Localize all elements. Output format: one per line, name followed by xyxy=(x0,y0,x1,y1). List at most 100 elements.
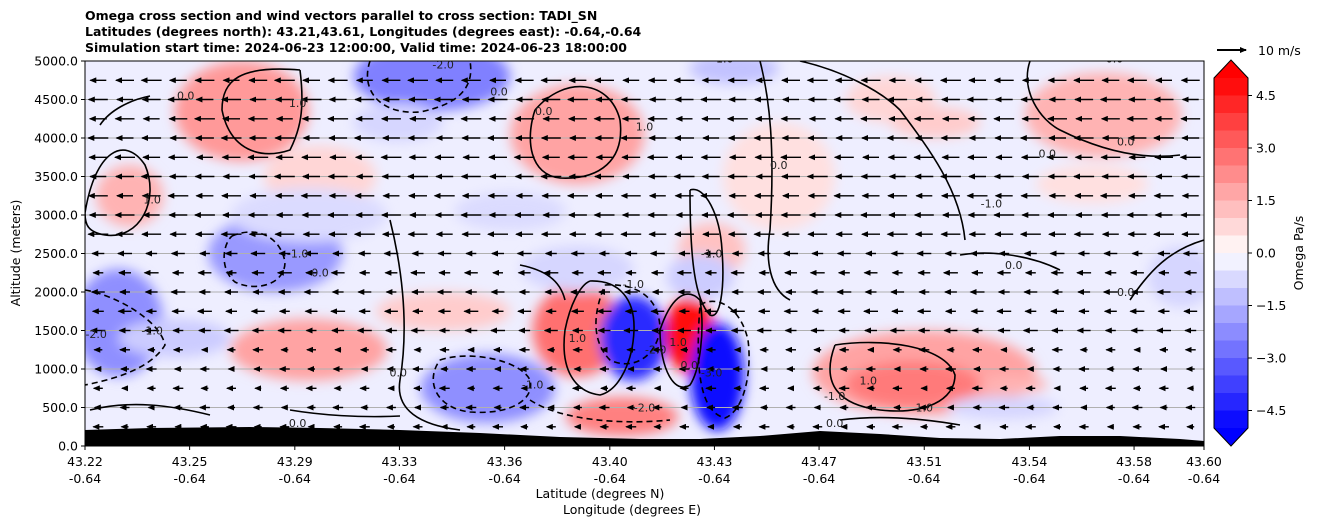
contour-line xyxy=(659,293,703,388)
colorbar-tick-label: 4.5 xyxy=(1256,88,1276,103)
contour-label: -1.0 xyxy=(712,53,733,66)
colorbar-segment xyxy=(1214,78,1248,97)
colorbar-segment xyxy=(1214,253,1248,272)
omega-cell xyxy=(890,107,981,138)
colorbar-extend-low xyxy=(1214,428,1248,446)
colorbar-segment xyxy=(1214,95,1248,114)
contour-label: 1.0 xyxy=(669,336,687,349)
omega-cell xyxy=(1025,72,1182,158)
x-tick-label-lon: -0.64 xyxy=(594,471,626,486)
contour-label: -1.0 xyxy=(141,324,162,337)
contour-label: 0.0 xyxy=(177,90,195,103)
y-axis-label: Altitude (meters) xyxy=(8,200,23,307)
contour-line xyxy=(959,252,1061,271)
contour-label: -1.0 xyxy=(981,197,1002,210)
x-axis: 43.22 -0.64 43.25 -0.64 43.29 -0.64 43.33 -0.64… xyxy=(67,446,1222,486)
chart-title: Omega cross section and wind vectors par… xyxy=(85,8,641,56)
omega-cell xyxy=(689,61,779,85)
x-tick-label-lon: -0.64 xyxy=(279,471,311,486)
title-line-2: Latitudes (degrees north): 43.21,43.61, … xyxy=(85,24,642,39)
omega-cell xyxy=(666,253,735,300)
omega-cell xyxy=(980,375,1048,394)
terrain xyxy=(85,427,1204,446)
colorbar-tick-label: −1.5 xyxy=(1256,298,1286,313)
colorbar-frame xyxy=(1213,59,1249,447)
contour-label: 1.0 xyxy=(569,332,587,345)
x-tick-label-lon: -0.64 xyxy=(698,471,730,486)
contour-line xyxy=(366,61,472,113)
contour-label: 0.0 xyxy=(490,86,508,99)
y-tick-label: 2500.0 xyxy=(34,246,78,261)
x-tick-label-lat: 43.36 xyxy=(487,454,523,469)
contour-label: 1.0 xyxy=(143,193,161,206)
contour-line xyxy=(85,289,166,386)
y-tick-label: 2000.0 xyxy=(34,285,78,300)
x-tick-label-lat: 43.29 xyxy=(277,454,313,469)
omega-cell xyxy=(1148,245,1204,308)
colorbar-label: Omega Pa/s xyxy=(1291,216,1306,291)
colorbar: 4.5 3.0 1.5 0.0 −1.5 −3.0 −4.5 xyxy=(1213,59,1286,447)
contour-label: 0.0 xyxy=(1106,53,1124,66)
contour-label: -1.0 xyxy=(623,278,644,291)
contour-label: 1.0 xyxy=(289,97,307,110)
contour-line xyxy=(289,409,401,418)
contour-label: 1.0 xyxy=(860,374,878,387)
omega-cell xyxy=(353,61,511,111)
colorbar-segment xyxy=(1214,183,1248,202)
x-tick-label-lon: -0.64 xyxy=(173,471,205,486)
colorbar-segment xyxy=(1214,148,1248,167)
contour-label: -2.0 xyxy=(634,401,655,414)
omega-cell xyxy=(690,322,745,431)
x-tick-label-lon: -0.64 xyxy=(1118,471,1150,486)
colorbar-segment xyxy=(1214,218,1248,237)
colorbar-segment xyxy=(1214,270,1248,289)
x-tick-label-lon: -0.64 xyxy=(908,471,940,486)
contour-line xyxy=(839,416,961,426)
x-tick-label-lon: -0.64 xyxy=(383,471,415,486)
x-tick-label-lon: -0.64 xyxy=(1013,471,1045,486)
colorbar-extend-high xyxy=(1214,60,1248,78)
contour-label: 0.0 xyxy=(1117,286,1135,299)
y-tick-label: 0.0 xyxy=(58,439,78,454)
y-tick-label: 5000.0 xyxy=(34,54,78,69)
contour-line xyxy=(595,284,661,365)
colorbar-tick-label: 3.0 xyxy=(1256,141,1276,156)
omega-field xyxy=(85,61,1204,446)
contour-label: 0.0 xyxy=(1117,136,1135,149)
contour-line xyxy=(799,61,966,241)
omega-cell xyxy=(521,245,634,292)
x-tick-label-lat: 43.40 xyxy=(592,454,628,469)
x-tick-label-lat: 43.47 xyxy=(801,454,837,469)
omega-cell xyxy=(353,103,444,142)
contour-label: 0.0 xyxy=(289,417,307,430)
colorbar-segment xyxy=(1214,358,1248,377)
colorbar-tick-label: 1.5 xyxy=(1256,193,1276,208)
colorbar-segment xyxy=(1214,235,1248,254)
contour-line xyxy=(563,280,635,396)
colorbar-segment xyxy=(1214,200,1248,219)
colorbar-tick-label: −3.0 xyxy=(1256,351,1286,366)
x-tick-label-lon: -0.64 xyxy=(69,471,101,486)
x-tick-label-lat: 43.58 xyxy=(1116,454,1152,469)
contour-label: -1.0 xyxy=(701,247,722,260)
colorbar-segment xyxy=(1214,323,1248,342)
wind-vectors xyxy=(87,77,1201,430)
contour-label: 1.0 xyxy=(636,120,654,133)
contour-label: -2.0 xyxy=(432,59,453,72)
colorbar-tick-label: 0.0 xyxy=(1256,246,1276,261)
contour-line xyxy=(432,355,532,414)
contour-label: 0.0 xyxy=(1005,259,1023,272)
x-axis-label-longitude: Longitude (degrees E) xyxy=(563,502,701,517)
y-tick-label: 3000.0 xyxy=(34,208,78,223)
contour-line xyxy=(1026,61,1181,158)
title-line-3: Simulation start time: 2024-06-23 12:00:… xyxy=(85,40,627,55)
grid xyxy=(85,99,1204,408)
x-tick-label-lon: -0.64 xyxy=(803,471,835,486)
y-tick-label: 500.0 xyxy=(42,400,78,415)
y-axis: 0.0 500.0 1000.0 1500.0 2000.0 2500.0 3000.0 35… xyxy=(34,54,85,454)
omega-cell xyxy=(1036,164,1149,204)
contour-label: 1.0 xyxy=(916,401,934,414)
title-line-1: Omega cross section and wind vectors par… xyxy=(85,8,598,23)
x-tick-label-lat: 43.43 xyxy=(697,454,733,469)
x-axis-label-latitude: Latitude (degrees N) xyxy=(536,486,665,501)
